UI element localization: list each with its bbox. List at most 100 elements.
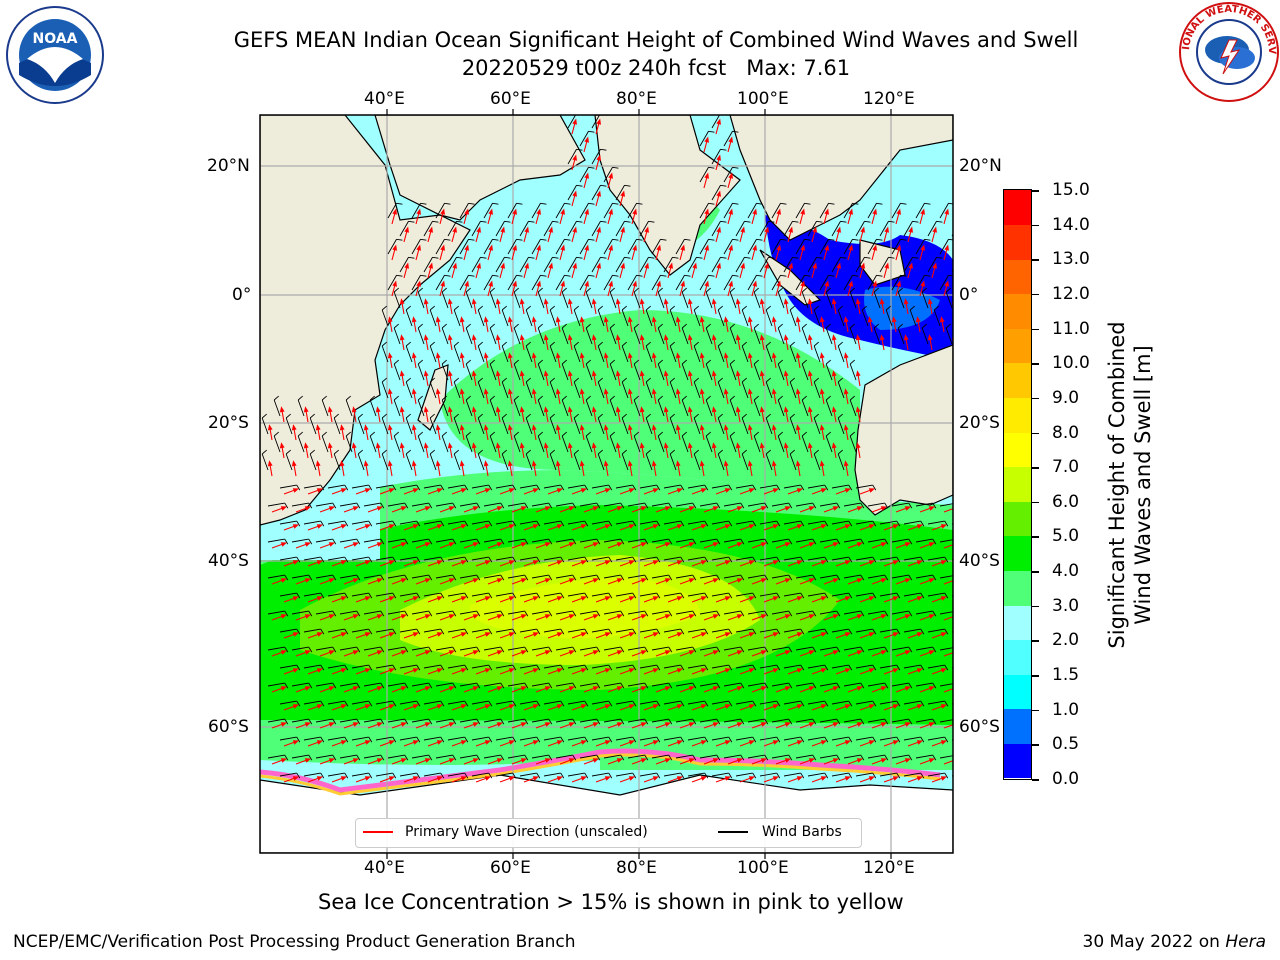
wind-barb-flag [860, 754, 865, 761]
wind-barb [441, 363, 449, 381]
wave-arrow-head [591, 406, 597, 413]
wave-direction-arrow [595, 122, 600, 135]
wind-barb-flag [657, 395, 663, 401]
wind-barb-flag [572, 682, 577, 689]
wind-barb-flag [776, 592, 781, 599]
wave-direction-arrow [799, 284, 804, 297]
wind-barb-flag [692, 610, 697, 617]
wave-arrow-head [664, 722, 672, 727]
wind-barb [567, 628, 585, 633]
wind-barb [513, 435, 521, 453]
wave-arrow-head [376, 686, 384, 691]
wave-arrow-head [532, 632, 540, 637]
wind-barb [831, 628, 849, 633]
wave-direction-arrow [571, 705, 584, 711]
wind-barb [411, 239, 421, 255]
wind-barb-flag [648, 220, 655, 223]
wind-barb [837, 309, 845, 327]
wave-arrow-head [824, 244, 829, 251]
wave-direction-arrow [439, 759, 452, 765]
wave-arrow-head [412, 632, 420, 637]
wave-direction-arrow [317, 464, 321, 477]
wind-barb [447, 484, 465, 489]
wind-barb-flag [404, 754, 409, 761]
wave-direction-arrow [787, 777, 800, 783]
wave-arrow-head [495, 442, 501, 449]
wind-barb [891, 754, 909, 759]
wind-barb-flag [512, 628, 517, 635]
wave-arrow-head [280, 650, 288, 655]
wind-barb-flag [480, 256, 487, 259]
wind-barb [639, 484, 657, 489]
wave-direction-arrow [559, 687, 572, 693]
wind-barb [711, 221, 721, 237]
wave-arrow-head [328, 686, 336, 691]
wind-barb [951, 631, 953, 633]
colorbar-tick-label: 7.0 [1052, 457, 1080, 478]
wave-arrow-head [580, 596, 588, 601]
wind-barb [327, 592, 345, 597]
wind-barb [819, 239, 829, 255]
wind-barb [489, 291, 497, 309]
wave-direction-arrow [487, 543, 500, 549]
wind-barb-flag [609, 431, 615, 437]
wind-barb [381, 417, 389, 435]
wind-barb-flag [644, 718, 649, 725]
wave-direction-arrow [847, 543, 860, 549]
wind-barb [537, 291, 545, 309]
wave-arrow-head [532, 740, 540, 745]
wind-barb [819, 502, 837, 507]
wind-barb-flag [597, 341, 603, 347]
wave-arrow-head [448, 614, 456, 619]
wave-arrow-head [292, 704, 300, 709]
wind-barb [735, 664, 753, 669]
wind-barb-flag [320, 664, 325, 671]
wind-barb [939, 275, 949, 291]
wind-barb-flag [452, 718, 457, 725]
wind-barb [759, 628, 777, 633]
wind-barb-flag [873, 323, 879, 329]
wind-barb [855, 221, 865, 237]
wave-direction-arrow [595, 777, 608, 783]
wave-arrow-head [916, 776, 924, 781]
wave-arrow-head [580, 560, 588, 565]
wave-direction-arrow [595, 489, 608, 495]
wave-direction-arrow [593, 374, 597, 387]
wind-barb [423, 628, 441, 633]
wave-direction-arrow [271, 507, 284, 513]
wind-barb-flag [332, 610, 337, 617]
wind-barb-flag [668, 646, 673, 653]
wind-barb [327, 484, 345, 489]
wind-barb-flag [357, 413, 363, 419]
wave-arrow-head [556, 776, 564, 781]
wind-barb-flag [320, 484, 325, 491]
wind-barb [351, 520, 369, 525]
wind-barb [387, 203, 397, 219]
wind-barb [687, 257, 697, 273]
wind-barb-flag [537, 359, 543, 365]
wind-barb [867, 502, 885, 507]
wave-direction-arrow [703, 284, 708, 297]
wind-barb-flag [936, 220, 943, 223]
wind-barb [495, 257, 505, 273]
wind-barb [783, 736, 801, 741]
wind-barb-flag [573, 305, 579, 311]
wave-direction-arrow [521, 446, 525, 459]
wave-arrow-head [944, 208, 949, 215]
wave-arrow-head [280, 722, 288, 727]
wave-arrow-head [568, 686, 576, 691]
wind-barb [819, 646, 837, 651]
wave-arrow-head [484, 488, 492, 493]
wave-direction-arrow [545, 302, 549, 315]
wind-barb [555, 610, 573, 615]
wind-barb [771, 502, 789, 507]
wind-barb [537, 327, 545, 345]
wind-barb [675, 275, 685, 291]
wave-arrow-head [860, 262, 865, 269]
wind-barb-flag [356, 754, 361, 761]
wave-arrow-head [508, 668, 516, 673]
wave-direction-arrow [353, 446, 357, 459]
chart-title: GEFS MEAN Indian Ocean Significant Heigh… [233, 28, 1079, 52]
wave-direction-arrow [403, 777, 416, 783]
wave-direction-arrow [521, 374, 525, 387]
